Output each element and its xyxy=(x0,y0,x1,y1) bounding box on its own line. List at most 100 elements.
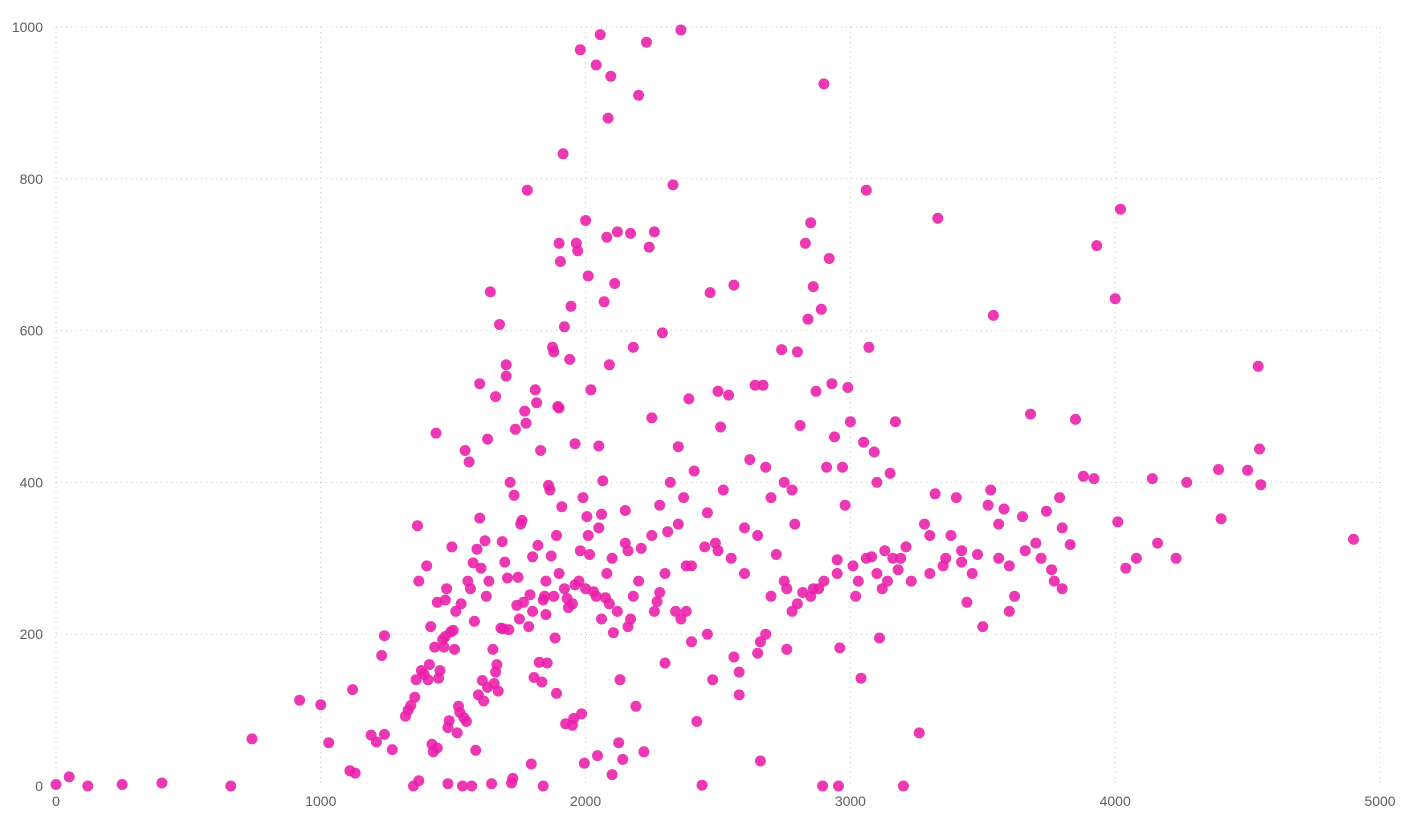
data-point[interactable] xyxy=(654,499,666,511)
data-point[interactable] xyxy=(781,643,793,655)
data-point[interactable] xyxy=(569,438,581,450)
data-point[interactable] xyxy=(405,700,417,711)
data-point[interactable] xyxy=(1130,552,1142,564)
data-point[interactable] xyxy=(815,303,827,315)
data-point[interactable] xyxy=(662,526,674,538)
data-point[interactable] xyxy=(499,556,511,568)
data-point[interactable] xyxy=(1009,590,1021,602)
data-point[interactable] xyxy=(1115,203,1126,215)
data-point[interactable] xyxy=(831,554,843,566)
data-point[interactable] xyxy=(913,727,925,739)
data-point[interactable] xyxy=(791,346,803,358)
data-point[interactable] xyxy=(601,231,613,243)
data-point[interactable] xyxy=(839,499,851,511)
data-point[interactable] xyxy=(1120,562,1132,574)
data-point[interactable] xyxy=(496,536,508,548)
data-point[interactable] xyxy=(422,674,434,686)
data-point[interactable] xyxy=(558,583,570,595)
data-point[interactable] xyxy=(860,552,872,564)
data-point[interactable] xyxy=(502,572,513,584)
data-point[interactable] xyxy=(648,226,660,238)
data-point[interactable] xyxy=(464,583,476,595)
data-point[interactable] xyxy=(438,641,450,653)
data-point[interactable] xyxy=(651,596,663,608)
data-point[interactable] xyxy=(565,300,577,312)
data-point[interactable] xyxy=(576,708,588,720)
data-point[interactable] xyxy=(717,484,729,496)
data-point[interactable] xyxy=(443,715,455,727)
data-point[interactable] xyxy=(887,552,899,564)
data-point[interactable] xyxy=(463,456,475,468)
data-point[interactable] xyxy=(924,530,936,541)
data-point[interactable] xyxy=(1056,522,1068,534)
data-point[interactable] xyxy=(1077,470,1089,482)
data-point[interactable] xyxy=(752,530,764,541)
data-point[interactable] xyxy=(539,590,551,602)
data-point[interactable] xyxy=(1170,552,1182,564)
data-point[interactable] xyxy=(617,753,629,765)
data-point[interactable] xyxy=(646,412,658,424)
data-point[interactable] xyxy=(483,575,495,587)
data-point[interactable] xyxy=(712,385,724,397)
data-point[interactable] xyxy=(704,287,716,299)
data-point[interactable] xyxy=(818,78,830,90)
data-point[interactable] xyxy=(802,313,814,325)
data-point[interactable] xyxy=(410,674,422,686)
data-point[interactable] xyxy=(701,628,713,640)
data-point[interactable] xyxy=(630,700,642,712)
data-point[interactable] xyxy=(760,628,772,640)
data-point[interactable] xyxy=(63,771,75,783)
data-point[interactable] xyxy=(611,226,623,238)
data-point[interactable] xyxy=(680,605,692,617)
data-point[interactable] xyxy=(509,423,521,435)
data-point[interactable] xyxy=(972,549,983,560)
data-point[interactable] xyxy=(541,657,553,669)
data-point[interactable] xyxy=(1054,492,1066,504)
data-point[interactable] xyxy=(451,727,463,739)
data-point[interactable] xyxy=(524,589,536,601)
data-point[interactable] xyxy=(789,518,801,530)
data-point[interactable] xyxy=(585,384,597,396)
data-point[interactable] xyxy=(548,346,560,358)
data-point[interactable] xyxy=(961,596,973,608)
data-point[interactable] xyxy=(580,215,592,226)
data-point[interactable] xyxy=(723,389,735,401)
data-point[interactable] xyxy=(998,503,1010,515)
data-point[interactable] xyxy=(760,461,772,473)
data-point[interactable] xyxy=(852,575,864,587)
data-point[interactable] xyxy=(574,545,586,557)
data-point[interactable] xyxy=(441,583,453,595)
data-point[interactable] xyxy=(412,520,423,532)
data-point[interactable] xyxy=(323,737,335,749)
data-point[interactable] xyxy=(544,484,556,496)
data-point[interactable] xyxy=(1091,240,1103,252)
data-point[interactable] xyxy=(1348,533,1359,545)
data-point[interactable] xyxy=(829,431,840,443)
data-point[interactable] xyxy=(667,179,679,191)
data-point[interactable] xyxy=(945,530,957,541)
data-point[interactable] xyxy=(1019,545,1031,557)
data-point[interactable] xyxy=(603,359,615,371)
data-point[interactable] xyxy=(531,397,543,409)
data-point[interactable] xyxy=(577,492,589,504)
data-point[interactable] xyxy=(466,780,478,792)
data-point[interactable] xyxy=(1152,537,1164,549)
data-point[interactable] xyxy=(619,537,631,549)
data-point[interactable] xyxy=(593,522,605,534)
data-point[interactable] xyxy=(889,416,901,428)
data-point[interactable] xyxy=(778,476,790,488)
data-point[interactable] xyxy=(446,541,458,553)
data-point[interactable] xyxy=(725,552,737,564)
data-point[interactable] xyxy=(728,279,740,291)
data-point[interactable] xyxy=(590,590,602,602)
data-point[interactable] xyxy=(156,777,168,789)
data-point[interactable] xyxy=(659,568,671,579)
data-point[interactable] xyxy=(1035,552,1047,564)
data-point[interactable] xyxy=(643,241,655,253)
data-point[interactable] xyxy=(879,545,891,557)
data-point[interactable] xyxy=(707,674,719,686)
data-point[interactable] xyxy=(919,518,930,530)
data-point[interactable] xyxy=(672,518,684,530)
data-point[interactable] xyxy=(492,685,504,697)
data-point[interactable] xyxy=(818,575,830,587)
